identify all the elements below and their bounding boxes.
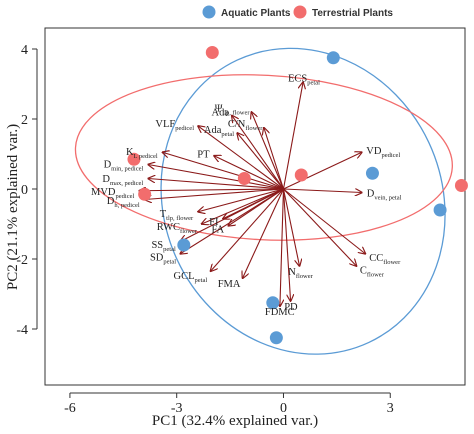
- loading-label-1: Ψtlp, flower: [215, 103, 251, 116]
- axes: -6 -3 0 3 -4 -2 0 2 4: [16, 43, 393, 416]
- confidence-ellipses: [74, 47, 453, 355]
- loading-label-4: Adapetal: [204, 125, 234, 138]
- loading-arrow-4: [237, 133, 284, 190]
- loading-arrow-20: [282, 188, 299, 266]
- loading-label-0: ECSpetal: [288, 73, 320, 86]
- point-terrestrial-2: [138, 187, 152, 201]
- loading-arrow-21: [280, 188, 285, 306]
- loading-arrow-14: [202, 188, 284, 224]
- point-aquatic-4: [266, 296, 280, 310]
- loading-arrow-16: [180, 188, 284, 242]
- loading-arrow-25: [283, 152, 361, 190]
- loading-label-26: Dvein, petal: [367, 189, 402, 202]
- y-tick-label-1: -2: [16, 253, 28, 268]
- sample-points: [127, 46, 468, 345]
- loading-arrow-10: [139, 189, 284, 191]
- loading-label-17: SDpetal: [150, 252, 176, 265]
- loading-arrow-17: [180, 188, 284, 254]
- x-axis-title: PC1 (32.4% explained var.): [152, 413, 318, 429]
- point-aquatic-0: [326, 51, 340, 65]
- point-terrestrial-0: [205, 46, 219, 59]
- legend: Aquatic Plants Terrestrial Plants: [202, 5, 393, 19]
- loading-arrow-18: [211, 188, 284, 271]
- y-axis-title: PC2 (21.1% explained var.): [5, 124, 21, 290]
- loading-label-13: FI: [209, 217, 219, 228]
- loading-label-9: Dmax, pedicel: [102, 174, 143, 187]
- loading-arrow-12: [198, 188, 284, 212]
- plot-frame: [44, 27, 466, 386]
- point-aquatic-1: [365, 166, 379, 180]
- loading-arrow-22: [282, 188, 290, 301]
- loading-arrow-24: [283, 188, 356, 266]
- loading-arrow-7: [162, 152, 284, 190]
- loading-arrow-0: [282, 82, 303, 190]
- loading-label-16: SSpetal: [151, 240, 176, 253]
- ellipse-0: [160, 47, 446, 355]
- loading-label-14: RWCflower: [157, 222, 198, 235]
- loading-arrow-19: [243, 188, 284, 278]
- x-tick-label-2: 0: [280, 401, 287, 416]
- loading-label-24: Cflower: [360, 266, 385, 279]
- loading-arrow-26: [283, 189, 361, 193]
- y-tick-label-3: 2: [21, 113, 28, 128]
- loading-arrow-11: [145, 188, 284, 200]
- x-tick-label-3: 3: [387, 401, 394, 416]
- loading-label-22: PD: [284, 302, 298, 313]
- loading-label-21: FDMC: [265, 307, 295, 318]
- loading-label-12: Ttlp, flower: [160, 209, 194, 222]
- loading-label-3: C/Nflower: [228, 119, 263, 132]
- loading-labels: ECSpetal Ψtlp, flowerAdaC/NflowerAdapetal…: [91, 73, 402, 318]
- loading-arrow-5: [198, 126, 284, 190]
- legend-marker-aquatic: [202, 5, 216, 19]
- loading-arrows: [139, 82, 365, 306]
- loading-label-8: Dmin, pedicel: [104, 160, 144, 173]
- loading-arrow-3: [264, 128, 284, 190]
- loading-arrow-9: [148, 179, 284, 190]
- point-terrestrial-3: [237, 172, 251, 185]
- loading-label-19: FMA: [218, 279, 241, 290]
- point-aquatic-3: [177, 238, 191, 252]
- loading-label-23: CCflower: [369, 253, 401, 266]
- loading-arrow-2: [232, 116, 284, 190]
- loading-label-18: GCLpetal: [174, 271, 208, 284]
- ellipse-1: [74, 74, 453, 241]
- x-tick-label-1: -3: [171, 401, 183, 416]
- loading-label-20: Nflower: [288, 267, 313, 280]
- loading-arrow-1: [251, 112, 284, 190]
- loading-label-6: PT: [197, 150, 210, 161]
- loading-label-25: VDpedicel: [366, 146, 400, 159]
- point-aquatic-5: [269, 331, 283, 345]
- y-tick-label-0: -4: [16, 323, 28, 338]
- loading-label-5: VLFpedicel: [155, 119, 194, 132]
- loading-arrow-6: [214, 156, 284, 190]
- loading-label-15: FA: [211, 225, 224, 236]
- point-aquatic-2: [433, 203, 447, 217]
- loading-label-10: MVDpedicel: [91, 187, 134, 200]
- loading-arrow-23: [283, 188, 365, 254]
- y-tick-label-4: 4: [21, 43, 28, 58]
- loading-arrow-8: [148, 165, 284, 190]
- loading-label-7: KL pedicel: [126, 147, 158, 160]
- legend-label-terrestrial: Terrestrial Plants: [312, 8, 393, 19]
- legend-label-aquatic: Aquatic Plants: [221, 8, 291, 19]
- point-terrestrial-4: [294, 168, 308, 182]
- point-terrestrial-1: [127, 152, 141, 166]
- point-terrestrial-5: [454, 179, 468, 192]
- x-tick-label-0: -6: [64, 401, 76, 416]
- legend-marker-terrestrial: [293, 5, 307, 19]
- y-tick-label-2: 0: [21, 183, 28, 198]
- loading-label-2: Ada: [211, 107, 229, 118]
- loading-label-11: Dh, pedicel: [107, 196, 140, 209]
